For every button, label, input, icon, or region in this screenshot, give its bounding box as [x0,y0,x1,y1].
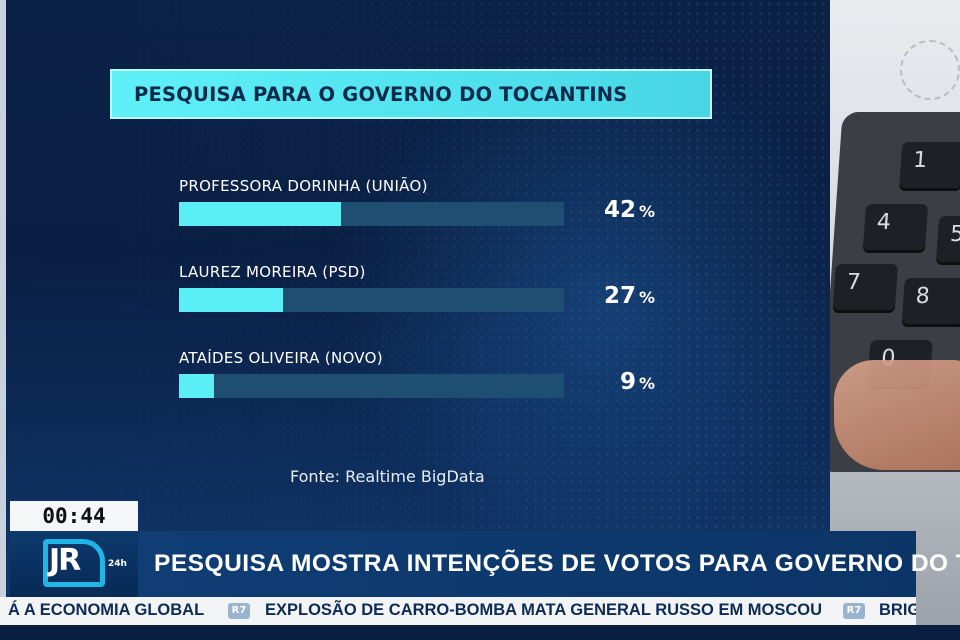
bottom-strip [0,625,960,640]
logo-badge: 24h [108,559,127,569]
bar-value: 27 [603,283,636,309]
chart-title-banner: PESQUISA PARA O GOVERNO DO TOCANTINS [110,69,712,119]
ticker-item: BRIG [879,601,916,619]
ticker-item: EXPLOSÃO DE CARRO-BOMBA MATA GENERAL RUS… [265,601,823,619]
key-7: 7 [832,264,898,310]
key-4: 4 [862,204,929,250]
bar-label: ATAÍDES OLIVEIRA (NOVO) [179,349,383,367]
ticker-badge: R7 [843,603,865,619]
headline-text: PESQUISA MOSTRA INTENÇÕES DE VOTOS PARA … [154,550,960,577]
bar-value: 9 [619,369,636,395]
bar-value-label: 9% [485,369,655,399]
broadcast-clock: 00:44 [10,501,138,531]
bar-value: 42 [603,197,636,223]
bar [179,202,341,226]
percent-sign: % [638,288,655,307]
percent-sign: % [638,374,655,393]
bar-value-label: 27% [485,283,655,313]
key-5: 5 [936,216,960,262]
percent-sign: % [638,202,655,221]
bar-value-label: 42% [485,197,655,227]
frame-edge [0,0,6,640]
logo-text: JR [49,543,81,578]
key-1: 1 [899,142,960,188]
voter-hand [834,360,960,470]
ticker-badge: R7 [228,603,250,619]
ticker-item: Á A ECONOMIA GLOBAL [8,601,205,619]
bar [179,374,214,398]
bar-label: PROFESSORA DORINHA (UNIÃO) [179,177,428,195]
headline-bar: PESQUISA MOSTRA INTENÇÕES DE VOTOS PARA … [138,531,960,597]
bar-label: LAUREZ MOREIRA (PSD) [179,263,366,281]
emblem-watermark [900,40,960,100]
bar-chart: PROFESSORA DORINHA (UNIÃO) 42% LAUREZ MORE… [179,177,655,399]
channel-logo: JR 24h [10,531,138,597]
bar-track [179,202,564,226]
bar-track [179,288,564,312]
chart-source: Fonte: Realtime BigData [290,467,485,486]
logo-frame [43,539,105,587]
bar-track [179,374,564,398]
bar [179,288,283,312]
key-8: 8 [901,278,960,324]
news-ticker: Á A ECONOMIA GLOBAL R7 EXPLOSÃO DE CARRO… [0,597,916,625]
chart-title: PESQUISA PARA O GOVERNO DO TOCANTINS [134,82,628,106]
